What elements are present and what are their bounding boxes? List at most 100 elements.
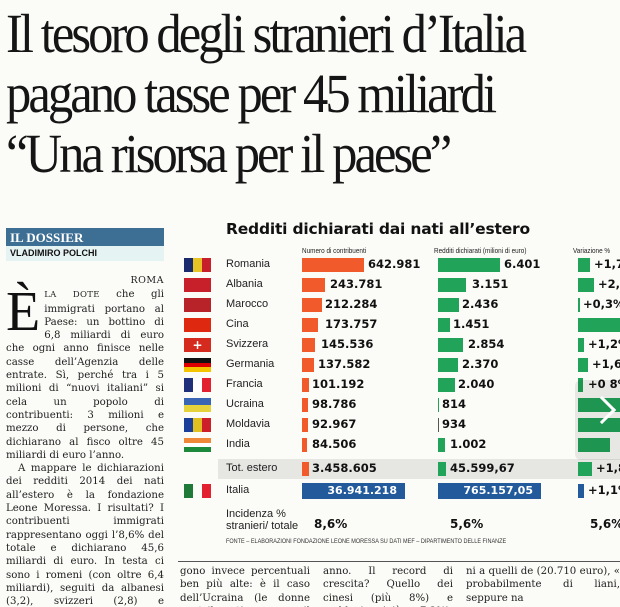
article-column-4: ni a quelli de (20.710 euro), « probabil… [466, 566, 620, 604]
next-arrow-overlay[interactable] [575, 380, 620, 460]
change-value: +1,1% [588, 483, 620, 497]
contributors-bar [302, 318, 318, 332]
table-row-albania: Albania 243.781 3.151 +2,4 [178, 275, 620, 295]
table-row-total: Tot. estero 3.458.605 45.599,67 +1,8 [218, 459, 620, 479]
country-label: Romania [226, 258, 271, 270]
country-label: Francia [226, 378, 263, 390]
headline: Il tesoro degli stranieri d’Italia pagan… [6, 4, 620, 184]
change-bar [578, 298, 580, 312]
contributors-value: 145.536 [321, 337, 374, 351]
country-label: Cina [226, 318, 249, 330]
lead-smallcaps: LA DOTE [44, 290, 100, 301]
incidence-change: 5,6% [590, 517, 620, 531]
income-value: 2.370 [462, 357, 499, 371]
author-byline: VLADIMIRO POLCHI [6, 246, 164, 261]
table-row-germania: Germania 137.582 2.370 +1,6 [178, 355, 620, 375]
change-value: +2,4 [598, 277, 620, 291]
change-value: +1,7 [594, 257, 620, 271]
income-bar [438, 378, 455, 392]
flag-china-icon [184, 318, 211, 332]
change-bar [578, 462, 592, 476]
incidence-income: 5,6% [450, 517, 484, 531]
infographic-title: Redditi dichiarati dai nati all’estero [226, 220, 530, 238]
incidence-label: Incidenza % stranieri/ totale [226, 508, 298, 532]
contributors-value: 3.458.605 [312, 461, 377, 475]
income-bar [438, 358, 458, 372]
income-bar [438, 318, 450, 332]
flag-albania-icon [184, 278, 211, 292]
contributors-value: 92.967 [312, 417, 357, 431]
country-label: Germania [226, 358, 275, 370]
country-label: Moldavia [226, 418, 271, 430]
change-bar [578, 438, 610, 452]
incidence-label-line2: stranieri/ totale [226, 520, 299, 532]
table-row-cina: Cina 173.757 1.451 [178, 315, 620, 335]
change-bar [578, 378, 583, 392]
change-bar [578, 318, 620, 332]
income-bar [438, 418, 439, 432]
income-value: 3.151 [472, 277, 509, 291]
country-label: Marocco [226, 298, 269, 310]
country-label: Albania [226, 278, 263, 290]
paragraph-1: che gli immigrati portano al Paese: un b… [6, 289, 164, 461]
total-label: Tot. estero [226, 462, 278, 474]
contributors-bar [302, 378, 309, 392]
income-value: 2.040 [458, 377, 495, 391]
income-value: 934 [442, 417, 467, 431]
headline-line-3: “Una risorsa per il paese” [6, 123, 452, 184]
divider [178, 561, 620, 562]
country-label: India [226, 438, 250, 450]
change-bar [578, 278, 594, 292]
contributors-bar [302, 418, 308, 432]
income-value: 814 [442, 397, 467, 411]
table-row-svizzera: + Svizzera 145.536 2.854 +1,2% [178, 335, 620, 355]
income-bar [438, 462, 446, 476]
incidence-label-line1: Incidenza % [226, 508, 286, 520]
contributors-value: 173.757 [325, 317, 378, 331]
income-bar [438, 278, 466, 292]
article-column-2: gono invece percentuali ben più alte: è … [180, 566, 310, 607]
dossier-box: IL DOSSIER VLADIMIRO POLCHI [6, 228, 164, 261]
contributors-bar [302, 298, 322, 312]
table-row-ucraina: Ucraina 98.786 814 [178, 395, 620, 415]
change-bar [578, 258, 590, 272]
contributors-bar [302, 462, 309, 476]
contributors-value: 642.981 [368, 257, 421, 271]
article-column-3: anno. Il record di crescita? Quello dei … [323, 566, 453, 607]
col-header-change: Variazione % [573, 246, 611, 255]
income-bar [438, 438, 445, 452]
contributors-bar [302, 258, 364, 272]
headline-line-1: Il tesoro degli stranieri d’Italia [6, 3, 527, 64]
contributors-value: 212.284 [325, 297, 378, 311]
source-note: FONTE – ELABORAZIONI FONDAZIONE LEONE MO… [226, 538, 507, 545]
table-row-romania: Romania 642.981 6.401 +1,7 [178, 255, 620, 275]
contributors-value: 84.506 [312, 437, 357, 451]
contributors-value: 243.781 [330, 277, 383, 291]
dossier-label: IL DOSSIER [6, 228, 164, 246]
change-value: +0 8% [588, 377, 620, 391]
flag-ukraine-icon [184, 398, 211, 412]
headline-line-2: pagano tasse per 45 miliardi [6, 63, 497, 124]
change-value: +1,8 [596, 461, 620, 475]
article-column-1: ROMA È LA DOTE che gli immigrati portano … [6, 275, 164, 607]
income-value: 765.157,05 [438, 483, 541, 499]
dropcap: È [6, 281, 41, 344]
change-bar [578, 418, 620, 432]
income-bar [438, 398, 439, 412]
country-label: Ucraina [226, 398, 264, 410]
change-bar [578, 338, 584, 352]
income-value: 45.599,67 [450, 461, 515, 475]
flag-romania-icon [184, 258, 211, 272]
table-row-india: India 84.506 1.002 [178, 435, 620, 455]
contributors-value: 98.786 [312, 397, 357, 411]
table-row-francia: Francia 101.192 2.040 +0 8% [178, 375, 620, 395]
contributors-bar [302, 358, 314, 372]
flag-india-icon [184, 438, 211, 453]
change-value: +1,2% [588, 337, 620, 351]
contributors-bar [302, 338, 315, 352]
contributors-value: 101.192 [312, 377, 365, 391]
income-value: 6.401 [504, 257, 541, 271]
country-label: Svizzera [226, 338, 269, 350]
contributors-bar [302, 398, 308, 412]
flag-germany-icon [184, 358, 211, 373]
